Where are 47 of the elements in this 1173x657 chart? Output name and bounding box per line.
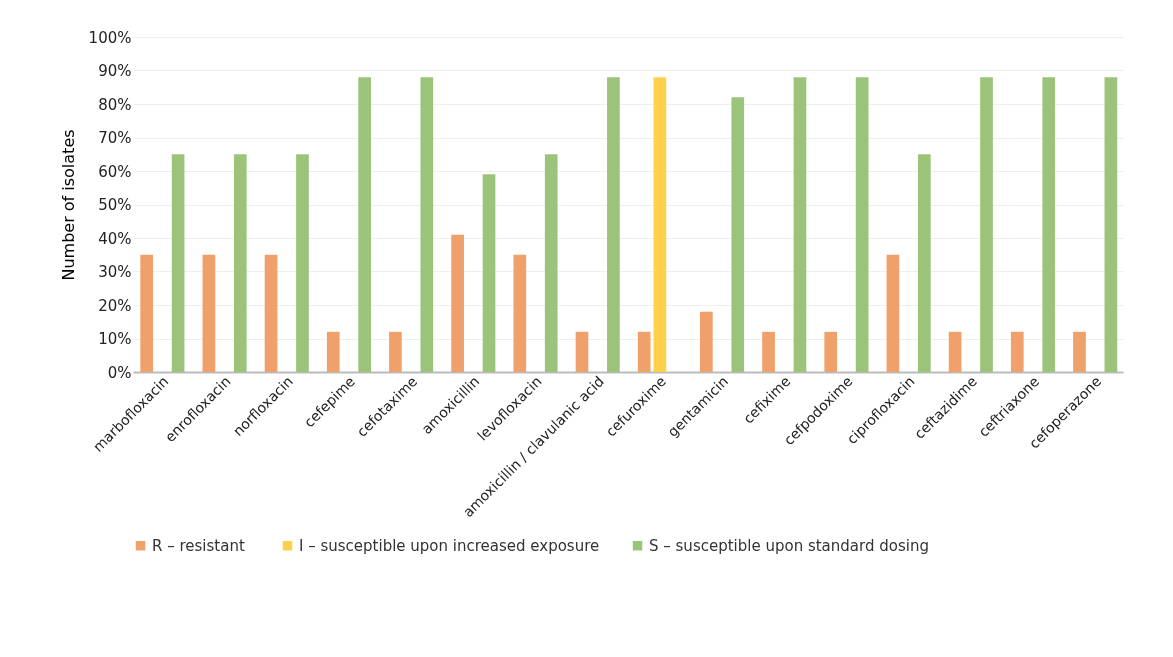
y-tick-label: 30% bbox=[98, 263, 132, 281]
bar bbox=[1042, 77, 1056, 372]
bar bbox=[855, 77, 869, 372]
bar bbox=[700, 311, 713, 372]
y-tick-label: 60% bbox=[98, 162, 132, 181]
bar bbox=[544, 154, 558, 372]
bar bbox=[233, 154, 247, 372]
bar bbox=[637, 331, 651, 372]
bar bbox=[886, 254, 900, 372]
bar bbox=[762, 331, 775, 372]
bar bbox=[326, 331, 340, 372]
bar bbox=[202, 254, 216, 372]
bar bbox=[824, 331, 838, 372]
bar bbox=[575, 331, 589, 372]
y-tick-label: 20% bbox=[98, 296, 132, 315]
bar bbox=[917, 154, 931, 372]
bar bbox=[451, 234, 464, 372]
legend-label: R – resistant bbox=[152, 536, 245, 555]
bar bbox=[140, 254, 154, 372]
bar bbox=[420, 77, 434, 372]
y-tick-label: 90% bbox=[98, 62, 132, 80]
bar bbox=[731, 97, 745, 372]
y-tick-label: 80% bbox=[98, 95, 132, 114]
bar bbox=[793, 77, 807, 372]
legend-label: S – susceptible upon standard dosing bbox=[649, 536, 929, 555]
bar bbox=[358, 77, 371, 372]
bar bbox=[1010, 331, 1024, 372]
legend-label: I – susceptible upon increased exposure bbox=[299, 536, 600, 555]
y-axis-title: Number of isolates bbox=[58, 129, 78, 281]
bar bbox=[1104, 77, 1118, 372]
y-tick-label: 40% bbox=[98, 229, 132, 248]
y-tick-label: 50% bbox=[98, 196, 132, 214]
y-tick-label: 10% bbox=[98, 330, 132, 348]
bar bbox=[171, 154, 185, 372]
bar bbox=[653, 77, 667, 372]
bar bbox=[513, 254, 527, 372]
bar bbox=[296, 154, 309, 372]
bar bbox=[1073, 331, 1086, 372]
bar bbox=[264, 254, 278, 372]
y-tick-label: 100% bbox=[88, 28, 132, 47]
bar bbox=[607, 77, 620, 372]
y-tick-label: 0% bbox=[107, 363, 132, 382]
bar bbox=[482, 174, 496, 372]
bar bbox=[980, 77, 993, 372]
y-tick-label: 70% bbox=[98, 129, 132, 147]
bar bbox=[948, 331, 962, 372]
bar bbox=[389, 331, 402, 372]
